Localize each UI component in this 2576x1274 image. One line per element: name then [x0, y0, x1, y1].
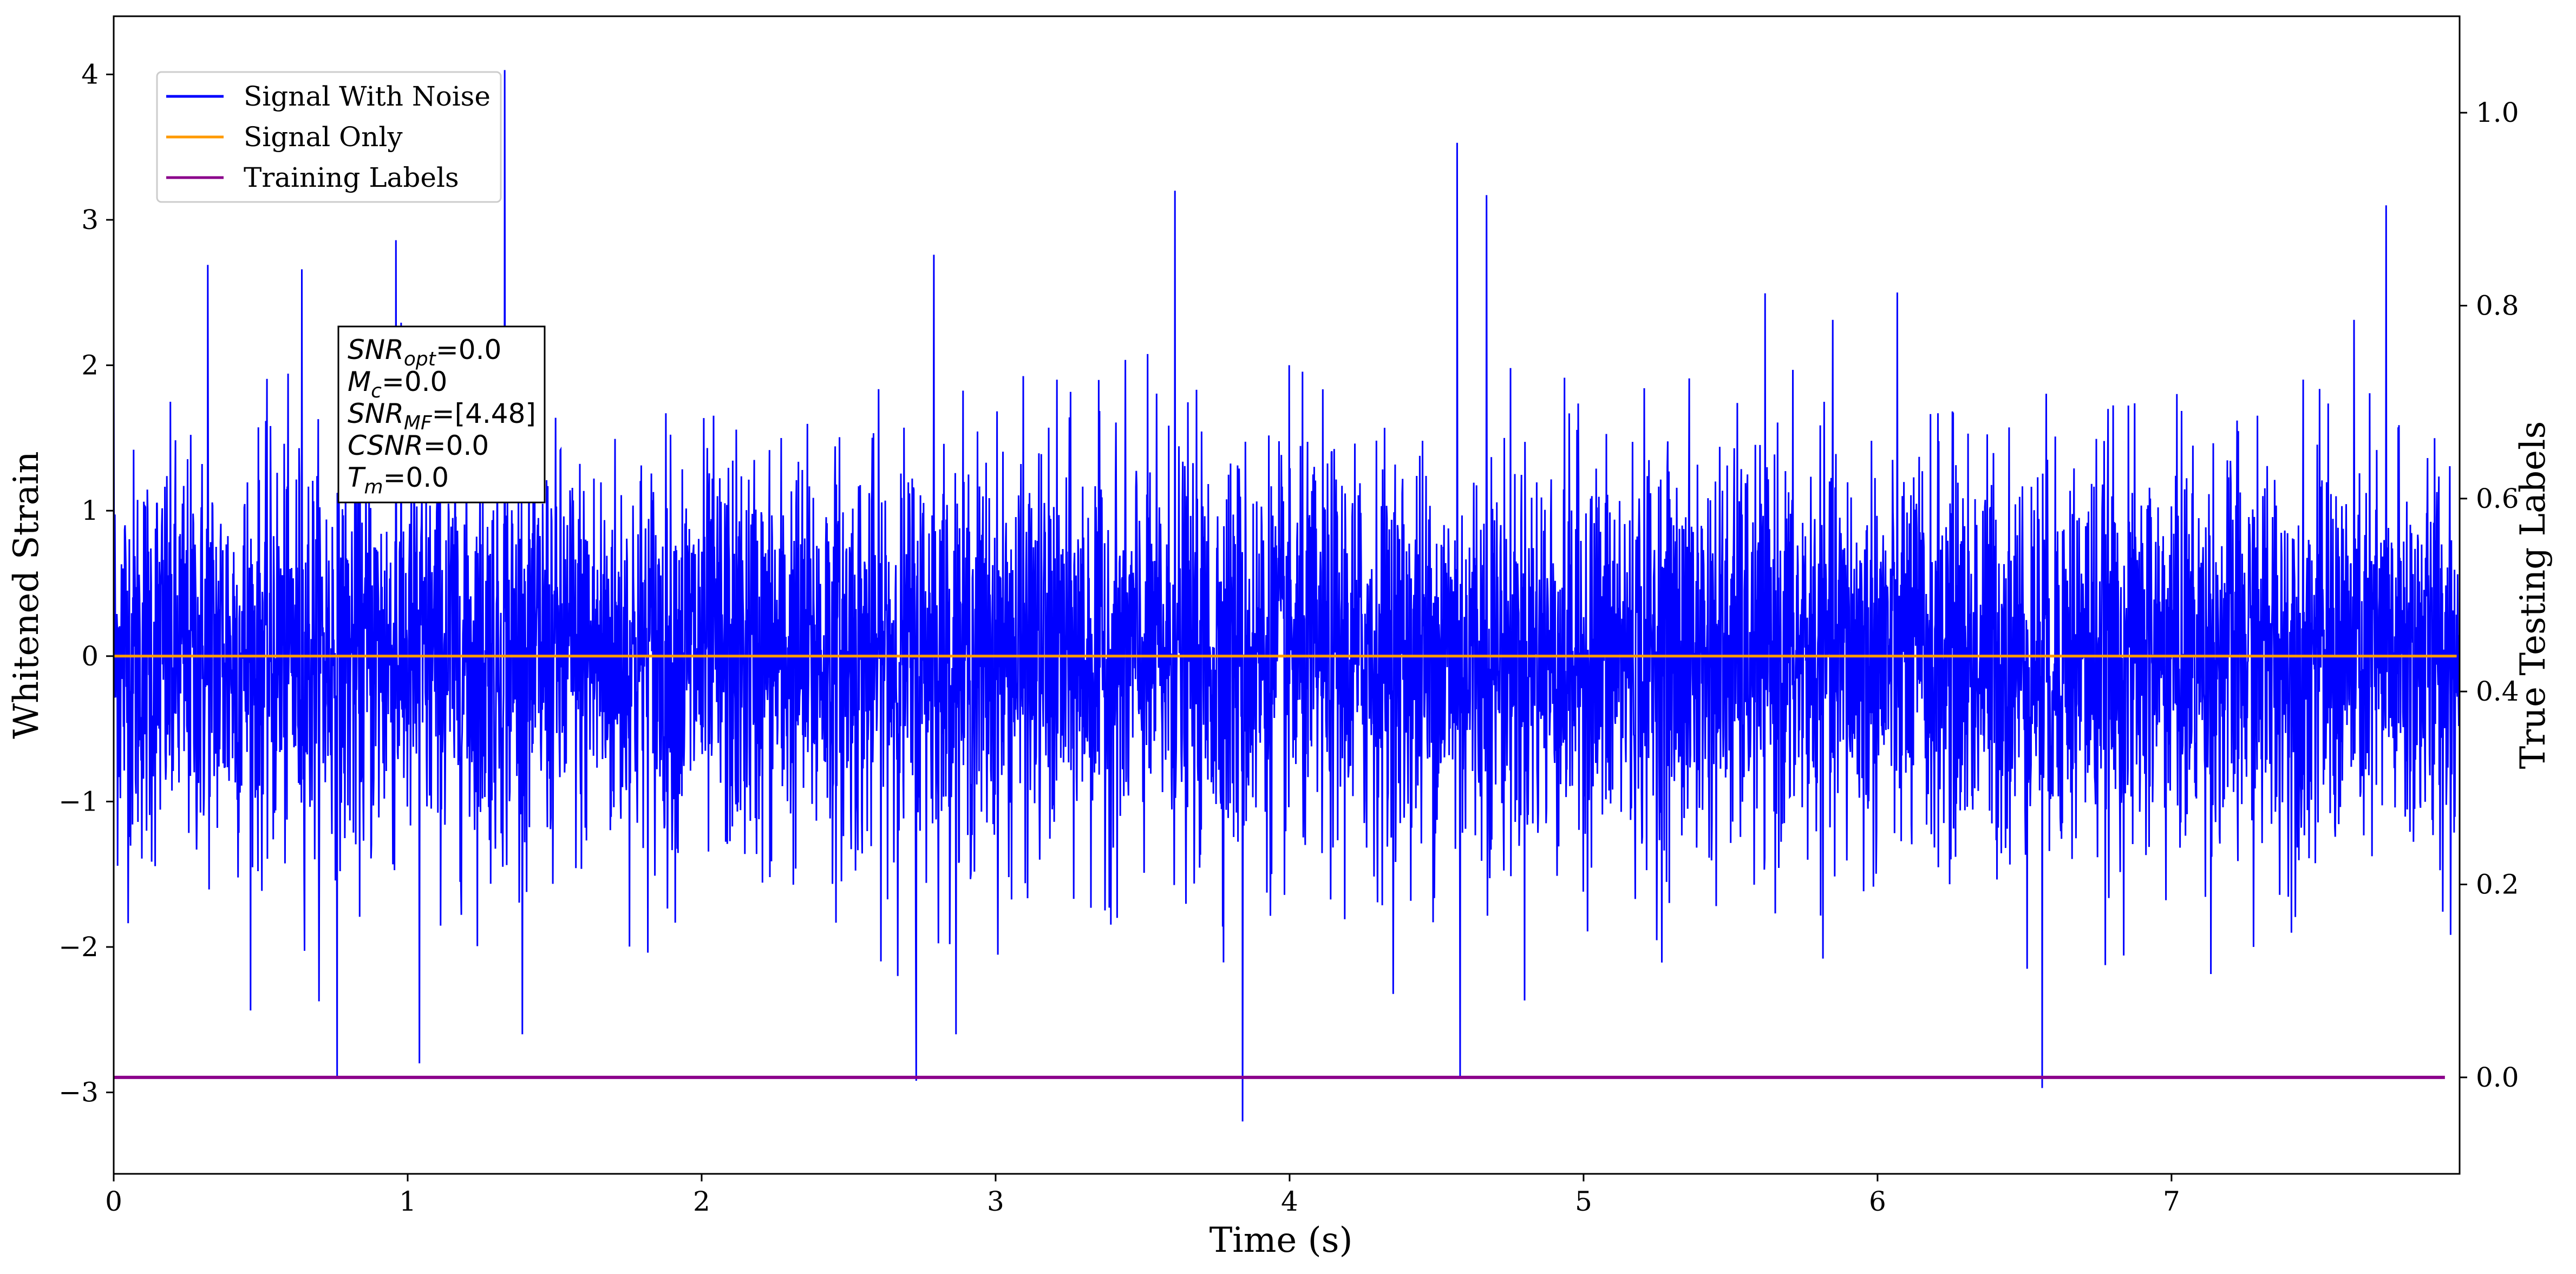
- signal-with-noise-line: [114, 70, 2460, 1122]
- y2-tick-label: 0.0: [2476, 1062, 2519, 1093]
- y-tick-label: 2: [81, 350, 99, 381]
- y-tick-label: −3: [58, 1077, 99, 1108]
- annotation-frame: [337, 325, 546, 504]
- x-tick-label: 7: [2163, 1186, 2180, 1217]
- y2-tick-label: 1.0: [2476, 97, 2519, 128]
- y-tick-label: −1: [58, 786, 99, 817]
- annotation-line: SNRMF=[4.48]: [348, 398, 536, 434]
- y-tick-label: −2: [58, 931, 99, 963]
- x-axis: 0 1 2 3 4 5 6 7: [105, 1174, 2180, 1217]
- legend-label: Signal With Noise: [244, 81, 491, 112]
- x-tick-label: 5: [1575, 1186, 1592, 1217]
- y-axis-left: −3 −2 −1 0 1 2 3 4: [58, 58, 114, 1108]
- y2-tick-label: 0.4: [2476, 676, 2519, 707]
- x-axis-title: Time (s): [1209, 1220, 1353, 1260]
- plot-frame: [113, 15, 2461, 1175]
- annotation-line: Tm=0.0: [348, 462, 449, 498]
- legend-label: Signal Only: [244, 121, 403, 153]
- y2-tick-label: 0.6: [2476, 483, 2519, 514]
- y-tick-label: 1: [81, 495, 99, 526]
- signal-with-noise-series: [114, 70, 2460, 1122]
- annotation-line: SNRopt=0.0: [348, 334, 501, 370]
- y-axis-title: Whitened Strain: [6, 451, 47, 739]
- y-tick-label: 3: [81, 204, 99, 236]
- legend-frame: [156, 71, 502, 203]
- x-tick-label: 2: [693, 1186, 710, 1217]
- y-tick-label: 4: [81, 58, 99, 90]
- y2-tick-label: 0.2: [2476, 869, 2519, 900]
- x-tick-label: 0: [105, 1186, 122, 1217]
- legend-label: Training Labels: [244, 162, 459, 193]
- y2-tick-label: 0.8: [2476, 290, 2519, 322]
- stats-annotation-box: SNRopt=0.0Mc=0.0SNRMF=[4.48]CSNR=0.0Tm=0…: [337, 325, 546, 504]
- y-axis-right: 0.0 0.2 0.4 0.6 0.8 1.0: [2460, 97, 2519, 1093]
- y-tick-label: 0: [81, 641, 99, 672]
- legend: Signal With Noise Signal Only Training Lab…: [156, 71, 502, 203]
- annotation-line: Mc=0.0: [348, 366, 447, 402]
- annotation-line: CSNR=0.0: [348, 430, 489, 461]
- y2-axis-title: True Testing Labels: [2513, 421, 2553, 769]
- x-tick-label: 4: [1281, 1186, 1298, 1217]
- x-tick-label: 1: [399, 1186, 416, 1217]
- x-tick-label: 3: [987, 1186, 1004, 1217]
- x-tick-label: 6: [1869, 1186, 1886, 1217]
